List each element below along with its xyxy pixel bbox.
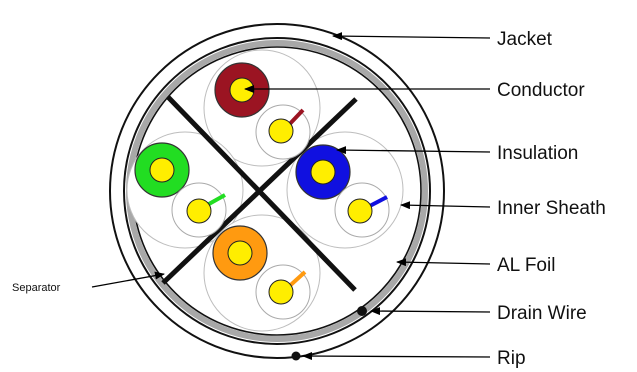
conductor-green — [149, 157, 175, 183]
leader-jacket — [332, 32, 491, 41]
rip-cord — [291, 351, 301, 361]
drain-wire — [357, 306, 367, 316]
leader-al-foil — [396, 258, 491, 267]
label-conductor: Conductor — [497, 80, 585, 101]
leader-separator — [91, 271, 165, 288]
separator-arm-1 — [166, 95, 357, 292]
label-al-foil: AL Foil — [497, 255, 555, 276]
label-inner-sheath: Inner Sheath — [497, 198, 606, 219]
leader-drain-wire — [370, 307, 491, 316]
label-drain-wire: Drain Wire — [497, 303, 587, 324]
leader-insulation — [336, 146, 491, 155]
conductor-orange-white — [268, 279, 294, 305]
label-rip: Rip — [497, 348, 526, 369]
conductor-blue-white — [347, 198, 373, 224]
separator-arm-2 — [161, 97, 358, 285]
label-separator: Separator — [12, 282, 61, 294]
conductor-brown — [229, 77, 255, 103]
conductor-brown-white — [268, 118, 294, 144]
leader-rip — [302, 352, 491, 361]
conductor-green-white — [186, 198, 212, 224]
label-insulation: Insulation — [497, 143, 578, 164]
label-jacket: Jacket — [497, 29, 553, 50]
conductor-blue — [310, 159, 336, 185]
leader-inner-sheath — [400, 201, 491, 210]
conductor-orange — [227, 240, 253, 266]
